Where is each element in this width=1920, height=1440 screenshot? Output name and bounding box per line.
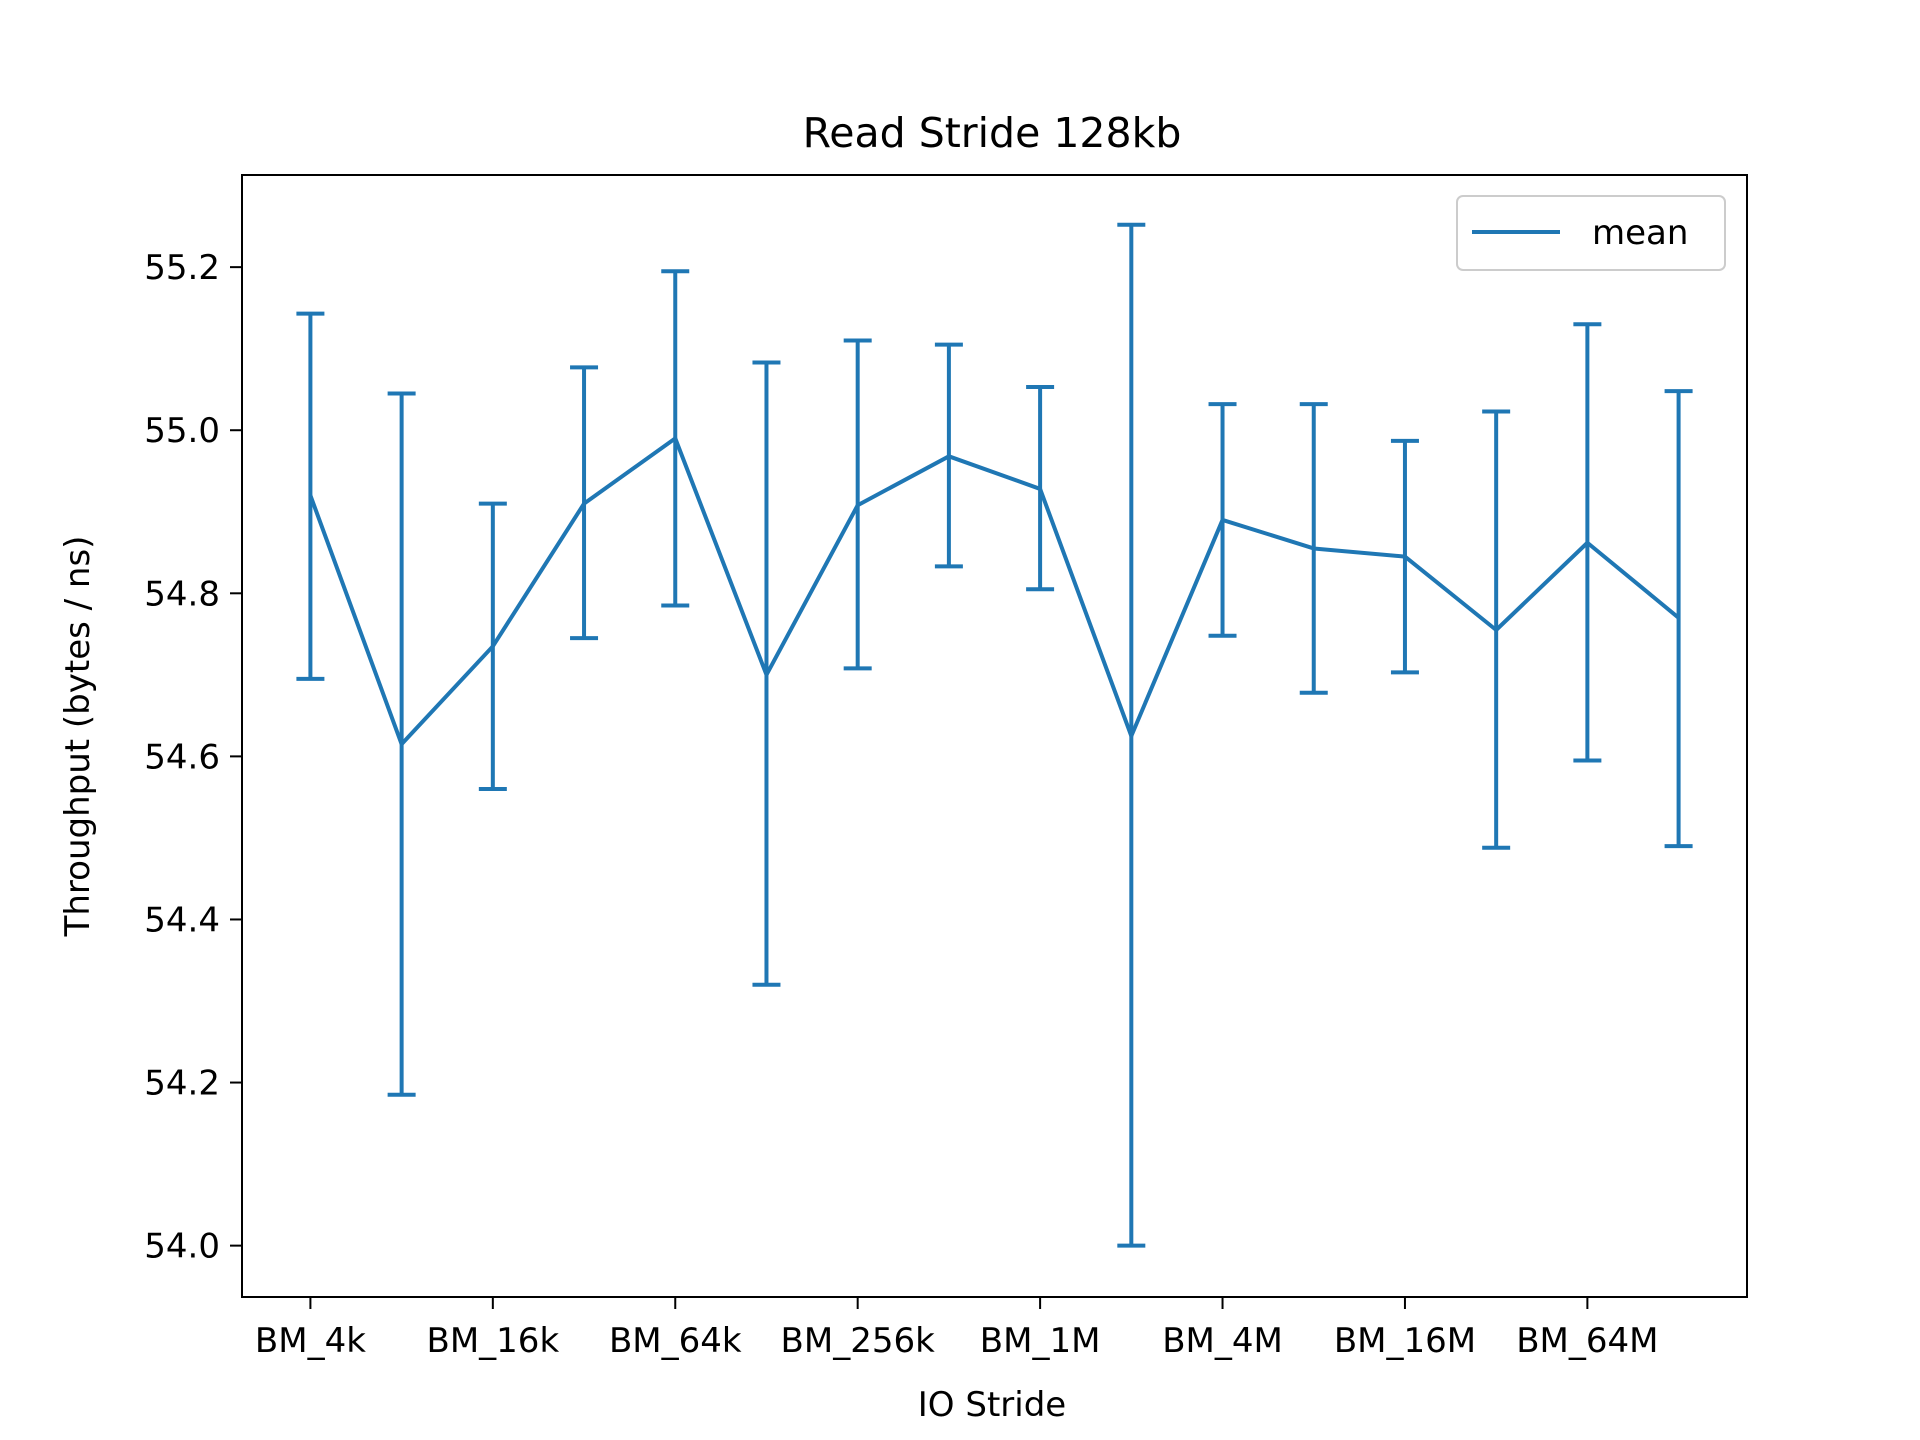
x-tick-label: BM_1M xyxy=(980,1321,1101,1361)
y-tick-label: 54.4 xyxy=(144,900,220,940)
x-tick-label: BM_64k xyxy=(609,1321,742,1361)
x-tick-label: BM_16M xyxy=(1334,1321,1476,1361)
x-tick-label: BM_64M xyxy=(1516,1321,1658,1361)
mean-line xyxy=(308,436,1680,747)
y-tick-label: 54.2 xyxy=(144,1064,220,1104)
legend: mean xyxy=(1456,195,1726,271)
x-tick-label: BM_4k xyxy=(255,1321,366,1361)
y-tick-label: 54.8 xyxy=(144,574,220,614)
x-tick-label: BM_256k xyxy=(781,1321,936,1361)
y-tick-label: 54.6 xyxy=(144,737,220,777)
plot-frame xyxy=(241,174,1748,1298)
y-axis-title: Throughput (bytes / ns) xyxy=(58,536,98,938)
legend-box xyxy=(1456,195,1726,271)
plot-area xyxy=(296,222,1693,1248)
y-tick-label: 54.0 xyxy=(144,1227,220,1267)
x-tick-label: BM_16k xyxy=(427,1321,560,1361)
y-tick-label: 55.2 xyxy=(144,248,220,288)
y-axis: 54.0 54.2 54.4 54.6 54.8 55.0 55.2 xyxy=(144,248,242,1267)
x-axis-title: IO Stride xyxy=(918,1385,1066,1425)
x-axis: BM_4k BM_16k BM_64k BM_256k BM_1M BM_4M BM_16M… xyxy=(255,1297,1659,1361)
legend-label: mean xyxy=(1592,213,1688,253)
y-tick-label: 55.0 xyxy=(144,411,220,451)
x-tick-label: BM_4M xyxy=(1162,1321,1283,1361)
chart-title: Read Stride 128kb xyxy=(803,109,1182,157)
